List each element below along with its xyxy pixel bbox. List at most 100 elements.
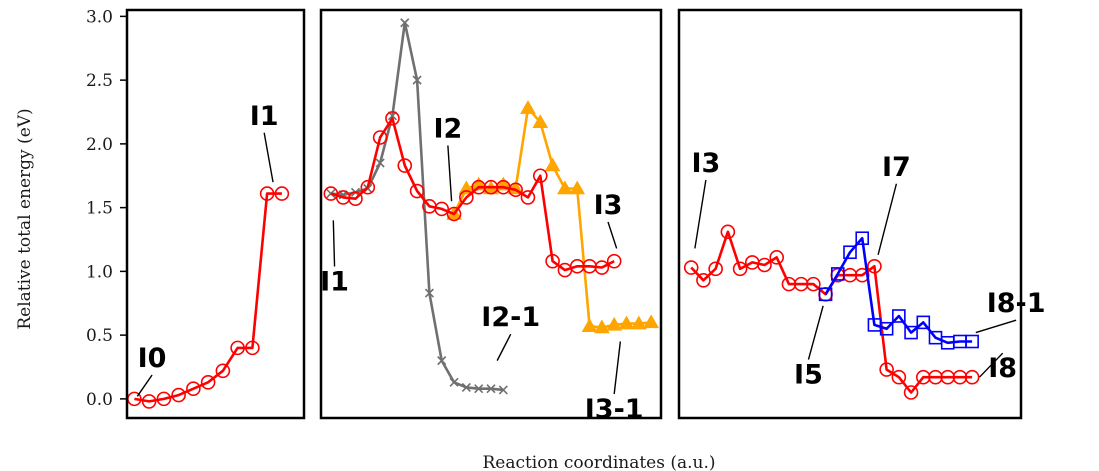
data-point-x xyxy=(424,288,434,298)
series-line xyxy=(690,230,973,394)
chart-panels: I0 I1 I1 I2 I2-1 I3 I3-1 I3 I5 I7 I8-1 I8 xyxy=(125,8,1046,425)
annotation: I3-1 xyxy=(585,341,644,425)
annotation-label: I3 xyxy=(594,190,623,221)
y-tick-label: 2.0 xyxy=(86,135,113,155)
data-point-x xyxy=(375,158,385,168)
data-point-square xyxy=(904,325,918,340)
panel-frame xyxy=(319,8,663,420)
y-tick-label: 0.5 xyxy=(86,326,113,346)
data-point-circle xyxy=(372,130,388,145)
data-point-triangle xyxy=(643,314,660,329)
data-point-square xyxy=(818,287,833,302)
series-line xyxy=(134,192,282,403)
data-point-x xyxy=(486,384,496,394)
series-red xyxy=(323,111,622,278)
data-point-circle xyxy=(348,191,363,206)
annotation-label: I2-1 xyxy=(481,302,540,333)
y-tick-label: 1.5 xyxy=(86,199,113,219)
annotation: I3 xyxy=(594,190,623,249)
data-point-circle xyxy=(594,260,610,275)
annotation-label: I2 xyxy=(433,114,462,145)
data-point-circle xyxy=(434,201,450,217)
panel-p2: I1 I2 I2-1 I3 I3-1 xyxy=(319,8,663,425)
annotation-label: I3-1 xyxy=(585,394,644,425)
annotation: I8 xyxy=(978,352,1017,384)
data-point-square xyxy=(916,315,931,330)
data-point-triangle xyxy=(581,318,598,332)
data-point-triangle xyxy=(520,100,536,114)
data-point-square xyxy=(843,245,857,260)
data-point-circle xyxy=(171,387,186,403)
data-point-circle xyxy=(708,261,723,277)
data-point-circle xyxy=(274,186,290,201)
data-point-circle xyxy=(508,182,523,198)
y-tick-label: 2.5 xyxy=(86,71,113,91)
data-point-square xyxy=(965,334,979,349)
annotation: I5 xyxy=(794,305,824,391)
annotation-label: I0 xyxy=(138,343,167,374)
y-tick-label: 3.0 xyxy=(86,7,113,27)
annotation-leader xyxy=(607,221,618,249)
data-point-circle xyxy=(397,158,413,173)
data-point-triangle xyxy=(630,315,647,330)
annotation: I2 xyxy=(433,114,462,202)
series-line xyxy=(824,236,973,345)
data-point-triangle xyxy=(606,316,623,331)
series-line xyxy=(330,117,615,272)
data-point-circle xyxy=(867,258,882,274)
data-point-square xyxy=(855,231,870,246)
data-point-x xyxy=(474,384,484,394)
data-point-triangle xyxy=(569,180,586,195)
series-red xyxy=(127,186,290,409)
data-point-circle xyxy=(200,374,216,390)
data-point-circle xyxy=(245,340,260,356)
panel-p1: I0 I1 xyxy=(125,8,306,420)
annotation: I0 xyxy=(136,343,167,397)
annotation-leader xyxy=(332,220,336,267)
data-point-circle xyxy=(964,369,980,385)
data-point-circle xyxy=(520,190,536,205)
data-point-triangle xyxy=(532,114,549,128)
annotation: I8-1 xyxy=(975,288,1046,334)
data-point-circle xyxy=(215,363,231,379)
data-point-triangle xyxy=(618,315,635,330)
x-axis-title: Reaction coordinates (a.u.) xyxy=(482,453,715,471)
data-point-circle xyxy=(806,276,821,292)
series-orange xyxy=(446,100,660,334)
annotation-leader xyxy=(263,132,274,183)
data-point-circle xyxy=(156,391,172,407)
data-point-circle xyxy=(769,250,785,265)
annotation-leader xyxy=(877,183,898,255)
data-point-square xyxy=(830,267,845,281)
annotation-leader xyxy=(807,305,824,360)
annotation: I1 xyxy=(320,220,349,298)
data-point-x xyxy=(461,382,471,392)
data-point-x xyxy=(326,189,336,199)
annotation-leader xyxy=(136,374,153,397)
data-point-circle xyxy=(683,260,699,275)
data-point-x xyxy=(437,356,447,366)
annotation-label: I1 xyxy=(320,267,349,298)
data-point-circle xyxy=(606,253,622,269)
data-point-circle xyxy=(891,369,907,385)
annotation-leader xyxy=(978,352,1004,378)
data-point-circle xyxy=(720,224,736,240)
annotation: I1 xyxy=(250,101,279,183)
annotation-leader xyxy=(496,333,512,361)
data-point-circle xyxy=(141,394,157,409)
data-point-x xyxy=(449,377,459,387)
annotation-leader xyxy=(447,145,453,202)
data-point-square xyxy=(892,309,906,323)
annotation-label: I5 xyxy=(794,360,823,391)
series-line xyxy=(330,21,504,392)
data-point-circle xyxy=(696,272,711,288)
data-point-triangle xyxy=(594,319,610,334)
annotation-leader xyxy=(613,341,622,395)
annotation-label: I1 xyxy=(250,101,279,132)
data-point-circle xyxy=(732,261,748,277)
annotation: I2-1 xyxy=(481,302,540,361)
data-point-circle xyxy=(186,381,201,396)
data-point-triangle xyxy=(557,180,573,195)
annotation: I7 xyxy=(877,152,911,255)
